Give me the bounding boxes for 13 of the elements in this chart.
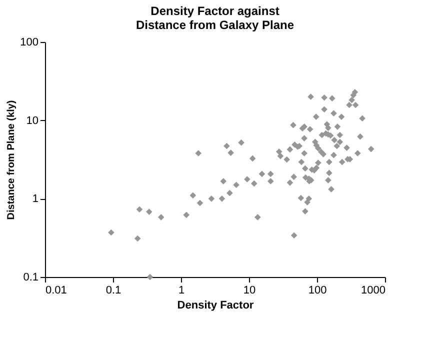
x-tick-label: 0.01 [46, 284, 67, 296]
x-axis-title: Density Factor [177, 300, 254, 312]
x-tick-label: 10 [243, 284, 256, 296]
y-tick-label: 1 [32, 193, 38, 206]
y-axis-title: Distance from Plane (kly) [6, 100, 18, 220]
x-tick-label: 1000 [361, 284, 386, 296]
x-tick-label: 0.1 [106, 284, 122, 296]
y-tick-label: 10 [26, 114, 38, 127]
x-tick-label: 1 [178, 284, 185, 296]
chart-title: Density Factor against Distance from Galaxy Plane [136, 4, 294, 32]
x-tick-label: 100 [308, 284, 327, 296]
y-tick-label: 0.1 [23, 272, 38, 284]
y-tick-label: 100 [20, 36, 38, 48]
